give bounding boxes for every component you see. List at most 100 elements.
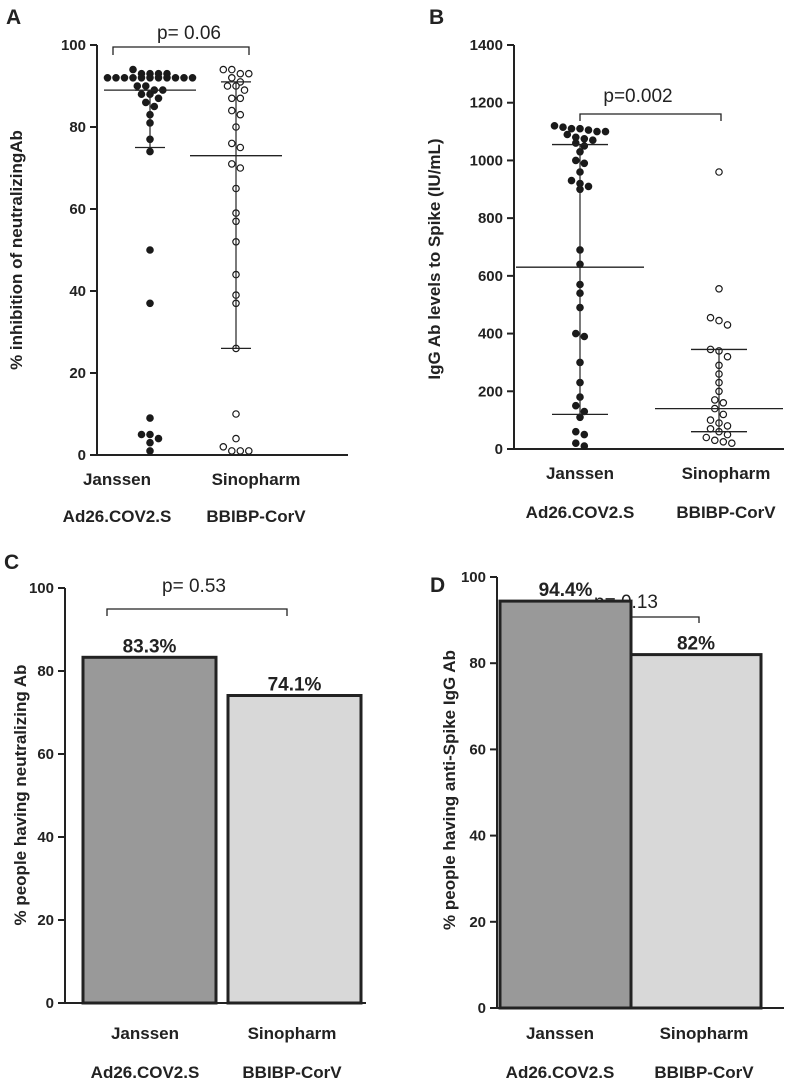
panel-a-data-point (180, 74, 188, 82)
panel-b-data-point (580, 159, 589, 168)
panel-d-letter: D (430, 574, 445, 597)
panel-a-data-point (245, 69, 253, 78)
panel-d-bar-value-label: 94.4% (539, 580, 593, 601)
panel-b-data-point (571, 401, 580, 410)
panel-d-y-tick-label: 80 (469, 655, 486, 672)
panel-a-category-label: Sinopharm (212, 470, 301, 489)
panel-b-data-point (706, 416, 715, 424)
panel-b-data-point (593, 127, 601, 136)
panel-c: C 0 20 40 60 80 100 % people having neutralizin… (4, 551, 366, 1081)
panel-a-y-axis-label: % inhibition of neutralizingAb (7, 130, 26, 370)
panel-b-data-point (571, 427, 580, 436)
panel-a-data-point (112, 74, 120, 82)
panel-c-letter: C (4, 551, 19, 574)
panel-a-data-point (154, 434, 163, 443)
panel-d: D 0 20 40 60 80 100 % people having anti-Spike … (430, 569, 784, 1081)
panel-b-data-point (550, 122, 559, 130)
panel-b-data-point (727, 439, 736, 448)
panel-b-y-tick-label: 0 (495, 441, 503, 458)
panel-c-category-label: Janssen (111, 1024, 179, 1043)
panel-a-data-point (146, 438, 154, 447)
panel-d-bar (498, 599, 633, 1010)
panel-d-y-tick-label: 40 (469, 828, 486, 845)
panel-c-y-tick-label: 80 (37, 663, 54, 680)
panel-a-data-point (236, 69, 245, 78)
panel-a-data-point (219, 65, 228, 74)
panel-b-data-point (584, 126, 593, 134)
panel-b-data-point (571, 156, 580, 165)
panel-b-data-point (702, 433, 711, 442)
panel-a-data-point (228, 65, 236, 74)
panel-c-y-axis-label: % people having neutralizing Ab (11, 664, 30, 925)
panel-a-data-point (163, 74, 171, 82)
panel-d-y-tick-label: 60 (469, 741, 486, 758)
panel-b-y-axis-label: IgG Ab levels to Spike (IU/mL) (425, 138, 444, 379)
panel-a-data-point (146, 74, 154, 82)
panel-b-y-tick-label: 800 (478, 210, 503, 227)
panel-b-data-point (563, 130, 572, 139)
panel-a-data-point (146, 430, 154, 439)
panel-b-data-point (715, 316, 723, 325)
panel-b-y-tick-label: 1000 (470, 152, 503, 169)
panel-c-y-tick-label: 20 (37, 912, 54, 929)
panel-a-category-label: Janssen (83, 470, 151, 489)
panel-b-data-point (580, 430, 589, 439)
panel-c-y-tick-label: 0 (46, 995, 54, 1012)
panel-b-data-point (567, 124, 576, 133)
panel-b-data-point (723, 321, 732, 329)
panel-c-significance-bracket (106, 608, 288, 616)
panel-b-data-point (719, 398, 728, 407)
panel-c-category-sublabel: BBIBP-CorV (242, 1063, 342, 1081)
panel-a-data-point (236, 94, 245, 103)
panel-c-bar-value-label: 74.1% (268, 675, 322, 696)
panel-b-data-point (576, 124, 584, 133)
panel-a-letter: A (6, 6, 21, 29)
panel-b-data-point (723, 430, 732, 439)
panel-b-category-label: Janssen (546, 464, 614, 483)
panel-a-data-point (228, 139, 236, 148)
panel-b-data-point (576, 413, 584, 422)
panel-b-p-value: p=0.002 (603, 86, 672, 107)
panel-b: B 0 200 400 600 800 1000 1200 1400 IgG Ab levels … (425, 6, 784, 522)
panel-b-y-tick-label: 600 (478, 268, 503, 285)
panel-b-data-point (567, 176, 576, 185)
panel-b-data-point (571, 139, 580, 147)
panel-d-category-sublabel: BBIBP-CorV (654, 1063, 754, 1081)
panel-a-data-point (223, 82, 232, 90)
panel-a-data-point (129, 65, 137, 74)
panel-a-data-point (146, 299, 154, 308)
panel-a-data-point (120, 74, 129, 82)
panel-a-data-point (219, 442, 228, 451)
panel-b-y-tick-label: 400 (478, 326, 503, 343)
panel-a-category-sublabel: BBIBP-CorV (206, 507, 306, 526)
panel-d-category-label: Janssen (526, 1024, 594, 1043)
panel-b-data-point (580, 135, 589, 143)
panel-c-category-label: Sinopharm (248, 1024, 337, 1043)
panel-b-data-point (580, 332, 589, 341)
panel-b-category-sublabel: BBIBP-CorV (676, 503, 776, 522)
panel-a-data-point (133, 82, 142, 90)
panel-b-y-tick-label: 1400 (470, 37, 503, 54)
panel-b-letter: B (429, 6, 444, 29)
panel-a-data-point (146, 147, 154, 156)
panel-d-y-tick-label: 0 (478, 1000, 486, 1017)
panel-a-data-point (137, 430, 146, 439)
panel-b-data-point (571, 329, 580, 338)
panel-a-data-point (188, 74, 197, 82)
panel-d-bar (629, 653, 763, 1010)
panel-a-data-point (142, 98, 150, 107)
panel-b-data-point (710, 396, 719, 404)
panel-a-y-tick-label: 80 (69, 119, 86, 136)
panel-a: A 0 20 40 60 80 100 % inhibition of neutralizin… (6, 6, 348, 526)
panel-a-data-point (228, 160, 236, 168)
panel-b-data-point (601, 127, 610, 136)
panel-a-data-point (137, 74, 146, 82)
panel-b-y-tick-label: 200 (478, 383, 503, 400)
panel-a-y-tick-label: 0 (78, 447, 86, 464)
panel-d-y-axis-label: % people having anti-Spike IgG Ab (440, 650, 459, 930)
panel-c-p-value: p= 0.53 (162, 576, 226, 597)
panel-a-data-point (236, 110, 245, 119)
panel-a-category-sublabel: Ad26.COV2.S (63, 507, 172, 526)
panel-a-p-value: p= 0.06 (157, 23, 221, 44)
